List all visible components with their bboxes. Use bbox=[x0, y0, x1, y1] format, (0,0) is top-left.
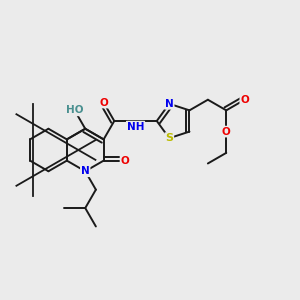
Text: N: N bbox=[81, 166, 90, 176]
Text: S: S bbox=[165, 133, 173, 143]
Text: HO: HO bbox=[66, 105, 83, 115]
Text: N: N bbox=[165, 99, 174, 109]
Text: O: O bbox=[121, 156, 129, 166]
Text: O: O bbox=[222, 127, 231, 136]
Text: O: O bbox=[99, 98, 108, 108]
Text: NH: NH bbox=[127, 122, 144, 132]
Text: O: O bbox=[240, 95, 249, 105]
